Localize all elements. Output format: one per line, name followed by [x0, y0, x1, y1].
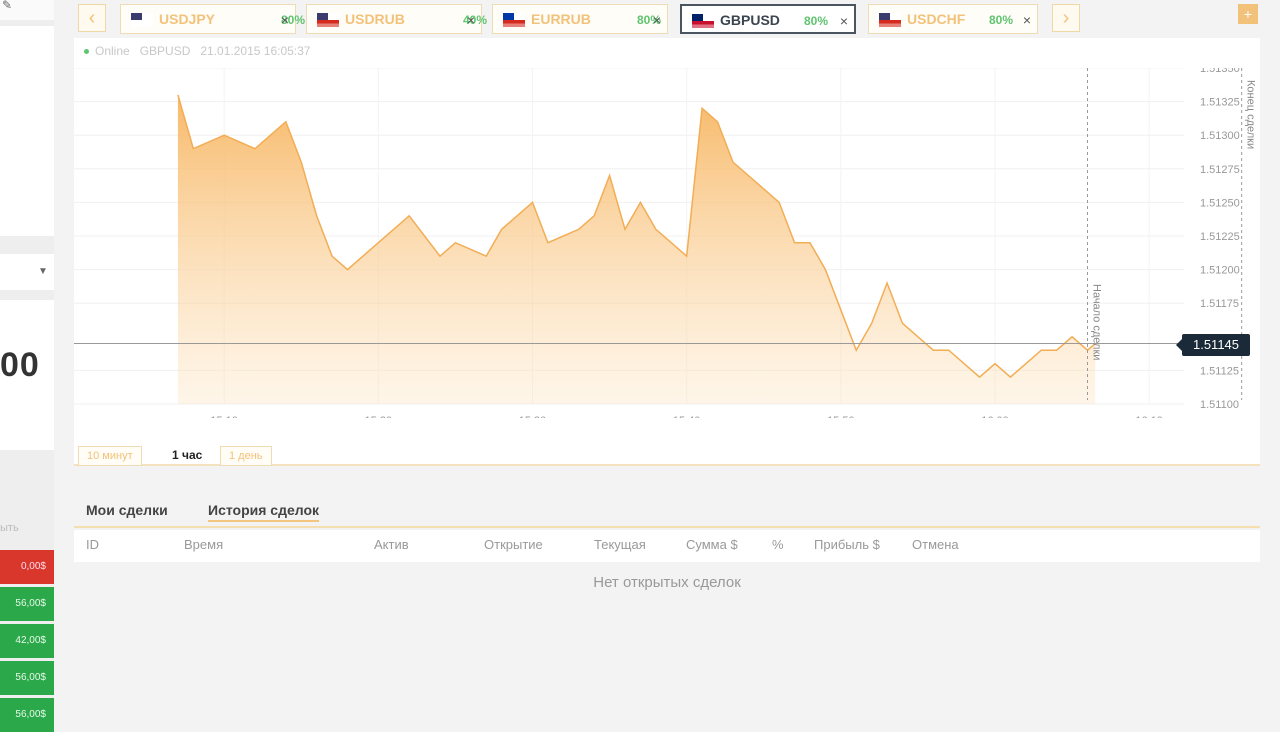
x-tick-label: 15:50	[827, 415, 855, 418]
close-icon[interactable]: ×	[1022, 12, 1031, 28]
sidebar-trade-row[interactable]: 56,00$	[0, 698, 54, 732]
online-status: Online	[95, 44, 130, 58]
pencil-icon[interactable]: ✎	[2, 0, 13, 12]
sidebar-trade-row[interactable]: 42,00$	[0, 624, 54, 658]
column-header: Актив	[374, 537, 409, 552]
sidebar-card	[0, 26, 54, 236]
trade-marker-label: Начало сделки	[1091, 284, 1103, 360]
column-header: Прибыль $	[814, 537, 880, 552]
price-line	[177, 94, 1096, 379]
tabs-prev-button[interactable]: ‹	[78, 4, 106, 32]
period-button[interactable]: 10 минут	[78, 446, 142, 466]
add-tab-button[interactable]: +	[1238, 4, 1258, 24]
trades-divider	[74, 526, 1260, 528]
sidebar-top-strip: ✎	[0, 0, 54, 20]
y-tick-label: 1.51300	[1200, 130, 1240, 142]
tab-symbol: GBPUSD	[720, 12, 780, 28]
close-icon[interactable]: ×	[839, 13, 848, 29]
tab-symbol: USDCHF	[907, 11, 966, 27]
flag-icon	[317, 13, 339, 27]
column-header: Сумма $	[686, 537, 738, 552]
close-icon[interactable]: ×	[280, 12, 289, 28]
tab-payout: 40%	[463, 13, 488, 27]
sidebar-trade-row[interactable]: 56,00$	[0, 661, 54, 695]
tabs-next-button[interactable]: ›	[1052, 4, 1080, 32]
left-sidebar: ✎ ▼ 00 ыть 0,00$ 56,00$ 42,00$ 56,00$ 56,00$	[0, 0, 54, 732]
y-tick-label: 1.51350	[1200, 68, 1240, 75]
x-tick-label: 16:10	[1135, 415, 1163, 418]
chart-datetime: 21.01.2015 16:05:37	[200, 44, 311, 58]
close-icon[interactable]: ×	[466, 12, 475, 28]
sidebar-trade-row[interactable]: 0,00$	[0, 550, 54, 584]
asset-tab-bar: ‹ USDJPY 80% × USDRUB 40% × EURRUB 80% × GBPUSD 80…	[74, 0, 1260, 36]
trades-tab[interactable]: История сделок	[208, 502, 320, 522]
close-icon[interactable]: ×	[652, 12, 661, 28]
chart-status-line: Online GBPUSD 21.01.2015 16:05:37	[84, 44, 320, 58]
y-tick-label: 1.51250	[1200, 197, 1240, 209]
chevron-down-icon[interactable]: ▼	[38, 266, 48, 277]
x-tick-label: 16:00	[981, 415, 1009, 418]
column-header: Текущая	[594, 537, 646, 552]
online-indicator-icon	[84, 49, 89, 55]
tab-symbol: USDRUB	[345, 11, 405, 27]
tab-payout: 80%	[281, 13, 306, 27]
y-tick-label: 1.51200	[1200, 265, 1240, 277]
x-tick-label: 15:20	[365, 415, 393, 418]
flag-icon	[692, 14, 714, 28]
flag-icon	[879, 13, 901, 27]
tab-eurrub[interactable]: EURRUB 80% ×	[492, 4, 668, 34]
chart-panel: Online GBPUSD 21.01.2015 16:05:37 1.51350 1…	[74, 38, 1260, 466]
trades-tab[interactable]: Мои сделки	[86, 502, 168, 518]
sidebar-trade-row[interactable]: 56,00$	[0, 587, 54, 621]
price-area	[177, 94, 1096, 404]
y-tick-label: 1.51175	[1200, 298, 1239, 310]
tab-usdrub[interactable]: USDRUB 40% ×	[306, 4, 487, 34]
column-header: Время	[184, 537, 224, 552]
chart-symbol: GBPUSD	[139, 44, 191, 58]
x-tick-label: 15:40	[673, 415, 701, 418]
column-header: Отмена	[912, 537, 959, 552]
trades-table-header: ID Время Актив Открытие Текущая Сумма $% Прибы…	[74, 530, 1260, 562]
tab-payout: 80%	[637, 13, 662, 27]
tab-gbpusd[interactable]: GBPUSD 80% ×	[680, 4, 856, 34]
flag-icon	[503, 13, 525, 27]
period-button[interactable]: 1 день	[220, 446, 272, 466]
tab-usdjpy[interactable]: USDJPY 80% ×	[120, 4, 305, 34]
tab-usdchf[interactable]: USDCHF 80% ×	[868, 4, 1038, 34]
y-tick-label: 1.51225	[1200, 231, 1240, 243]
x-tick-label: 15:30	[519, 415, 547, 418]
y-tick-label: 1.51275	[1200, 164, 1240, 176]
column-header: %	[772, 537, 784, 552]
y-tick-label: 1.51125	[1200, 365, 1239, 377]
investment-amount[interactable]: 00	[0, 346, 40, 384]
y-tick-label: 1.51325	[1200, 97, 1240, 109]
column-header: Открытие	[484, 537, 543, 552]
tab-payout: 80%	[989, 13, 1014, 27]
tab-symbol: USDJPY	[159, 11, 216, 27]
column-header: ID	[86, 537, 99, 552]
amount-card	[0, 300, 54, 450]
x-tick-label: 15:10	[210, 415, 238, 418]
sidebar-label: ыть	[0, 522, 19, 534]
no-open-trades-text: Нет открытых сделок	[593, 574, 741, 591]
current-price-label: 1.51145	[1176, 334, 1250, 356]
asset-dropdown[interactable]	[0, 254, 54, 290]
tab-symbol: EURRUB	[531, 11, 591, 27]
tab-payout: 80%	[804, 14, 829, 28]
price-chart[interactable]: 1.51350 1.51325 1.51300 1.51275 1.51250 1.512…	[74, 68, 1260, 418]
period-button[interactable]: 1 час	[172, 448, 203, 462]
flag-icon	[131, 13, 153, 27]
trade-marker-label: Конец сделки	[1245, 80, 1257, 149]
y-tick-label: 1.51100	[1200, 399, 1239, 411]
